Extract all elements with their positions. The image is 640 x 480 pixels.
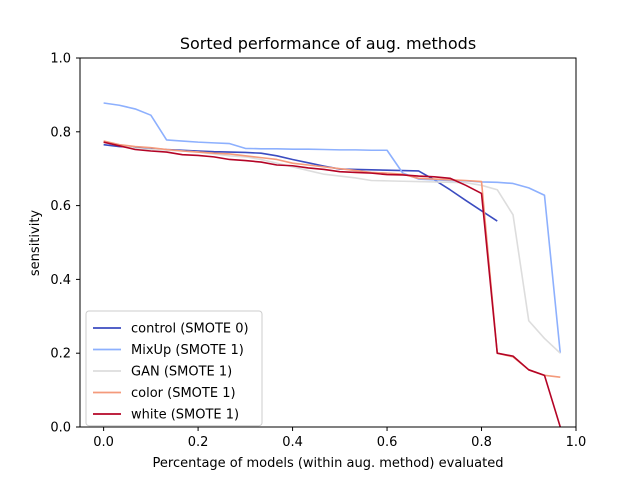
x-axis-label: Percentage of models (within aug. method…: [153, 456, 504, 471]
y-tick-label: 0.4: [50, 273, 71, 288]
legend-box: [85, 310, 263, 427]
axes-frame: [79, 57, 577, 428]
axis-ticks: 0.0 0.2 0.4 0.6 0.8 1.0 0.0 0.2 0.4 0.6 0.8 1.0: [50, 52, 586, 451]
legend-label-1: MixUp (SMOTE 1): [131, 343, 244, 358]
x-tick-label: 0.0: [93, 435, 114, 450]
plot-area: [79, 57, 577, 428]
legend: control (SMOTE 0) MixUp (SMOTE 1) GAN (SMO…: [85, 310, 263, 427]
x-tick-label: 0.6: [377, 435, 398, 450]
legend-label-3: color (SMOTE 1): [131, 386, 236, 401]
y-tick-label: 0.0: [50, 421, 71, 436]
y-tick-label: 0.2: [50, 347, 71, 362]
y-tick-label: 0.8: [50, 125, 71, 140]
series-line-3: [103, 140, 561, 378]
x-tick-label: 0.2: [188, 435, 209, 450]
x-tick-label: 0.8: [471, 435, 492, 450]
y-axis-label: sensitivity: [28, 210, 43, 277]
legend-label-0: control (SMOTE 0): [131, 322, 249, 337]
x-tick-label: 0.4: [282, 435, 303, 450]
series-line-1: [103, 102, 562, 354]
y-tick-label: 1.0: [50, 52, 71, 67]
y-tick-label: 0.6: [50, 199, 71, 214]
chart-title: Sorted performance of aug. methods: [180, 34, 476, 53]
series-line-4: [103, 141, 562, 427]
legend-label-4: white (SMOTE 1): [131, 408, 239, 423]
legend-label-2: GAN (SMOTE 1): [131, 365, 232, 380]
x-tick-label: 1.0: [566, 435, 587, 450]
